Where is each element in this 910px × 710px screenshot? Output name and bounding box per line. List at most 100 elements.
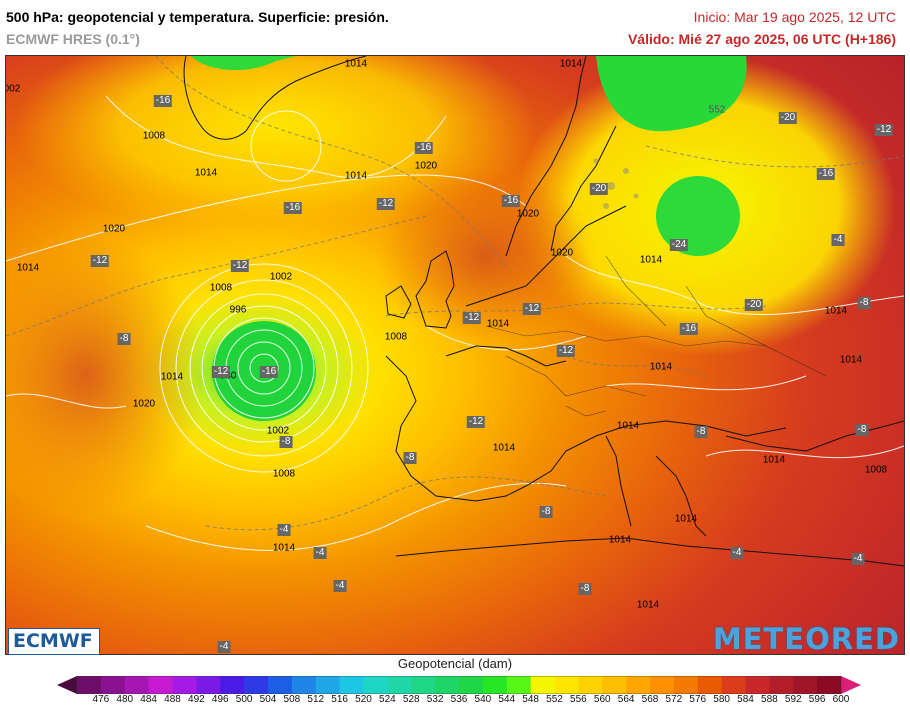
- colorbar-swatch: [124, 676, 150, 694]
- colorbar-swatch: [530, 676, 556, 694]
- temp-label: -16: [283, 202, 303, 214]
- colorbar-swatch: [745, 676, 770, 694]
- valid-time: Válido: Mié 27 ago 2025, 06 UTC (H+186): [627, 31, 896, 47]
- temp-label: -4: [313, 547, 327, 559]
- isobar-label: 1020: [516, 208, 540, 220]
- isobar-label: 1014: [194, 167, 218, 179]
- temp-label: -8: [578, 583, 592, 595]
- colorbar-tick-label: 552: [546, 694, 563, 705]
- weather-map[interactable]: 1008 1014 1020 1014 1014 1020 1002 1008 …: [5, 55, 905, 655]
- colorbar-ticks: 476 480 484 488 492 496 500 504 508 512 516 520 524 5…: [0, 694, 910, 710]
- geopotential-label: 552: [708, 104, 726, 116]
- temp-label: -4: [730, 547, 744, 559]
- isobar-label: 1014: [649, 361, 673, 373]
- isobar-label: 1014: [639, 254, 663, 266]
- isobar-label: 1014: [839, 354, 863, 366]
- colorbar-tick-label: 480: [116, 694, 134, 705]
- temp-label: -16: [501, 195, 521, 207]
- meteored-logo: METEORED: [712, 622, 900, 656]
- green-zone-north: [596, 56, 747, 132]
- colorbar-swatch: [578, 676, 603, 694]
- colorbar-tick-label: 588: [761, 694, 778, 705]
- colorbar-swatch: [602, 676, 627, 694]
- isobar-label: 1014: [559, 58, 583, 70]
- temp-label: -4: [333, 580, 347, 592]
- colorbar-tick-label: 572: [665, 694, 683, 705]
- colorbar-swatch: [291, 676, 317, 694]
- isobar-label: 1014: [272, 542, 296, 554]
- colorbar-tick-label: 520: [355, 694, 372, 705]
- temp-label: -20: [778, 112, 798, 124]
- isobar-label: 1014: [616, 420, 640, 432]
- colorbar-swatch: [459, 676, 484, 694]
- colorbar-swatch: [100, 676, 126, 694]
- isobar-label: 1014: [824, 305, 848, 317]
- temp-label: -12: [462, 312, 482, 324]
- isobars: [6, 95, 904, 551]
- colorbar-swatch: [626, 676, 651, 694]
- colorbar-swatch: [721, 676, 747, 694]
- colorbar-tick-label: 568: [641, 694, 659, 705]
- temp-label: -16: [153, 95, 173, 107]
- colorbar-swatch: [435, 676, 460, 694]
- colorbar-swatch: [482, 676, 508, 694]
- isobar-label: 1020: [132, 398, 156, 410]
- colorbar-tick-label: 488: [164, 694, 181, 705]
- colorbar-swatch: [650, 676, 675, 694]
- colorbar-swatch: [220, 676, 245, 694]
- isobar-label: 1002: [269, 271, 293, 283]
- colorbar-tick-label: 528: [402, 694, 420, 705]
- green-zone-greenland: [191, 56, 296, 71]
- isobar-label: 1014: [492, 442, 516, 454]
- temp-label: -8: [539, 506, 553, 518]
- colorbar-tick-label: 556: [570, 694, 587, 705]
- colorbar-min-arrow: [57, 676, 77, 694]
- temp-label: -12: [874, 124, 894, 136]
- isobar-label: 1014: [636, 599, 660, 611]
- coastlines: [183, 56, 904, 567]
- isobar-label: 1014: [344, 170, 368, 182]
- colorbar-tick-label: 576: [689, 694, 707, 705]
- temp-label: -12: [211, 366, 231, 378]
- temp-label: -4: [851, 553, 865, 565]
- model-label: ECMWF HRES (0.1°): [6, 31, 140, 47]
- isobar-label: 1014: [762, 454, 786, 466]
- colorbar-tick-label: 484: [140, 694, 157, 705]
- colorbar-tick-label: 580: [713, 694, 730, 705]
- colorbar-swatch: [268, 676, 293, 694]
- colorbar-swatch: [339, 676, 365, 694]
- colorbar-tick-label: 564: [617, 694, 635, 705]
- colorbar-tick-label: 496: [211, 694, 229, 705]
- isobar-label: 996: [229, 304, 247, 316]
- colorbar-tick-label: 584: [737, 694, 754, 705]
- temp-label: -8: [279, 436, 293, 448]
- colorbar-tick-label: 536: [450, 694, 468, 705]
- temp-label: -16: [816, 168, 836, 180]
- isobar-label: 1008: [272, 468, 296, 480]
- temp-label: -24: [669, 239, 689, 251]
- temp-label: -12: [376, 198, 396, 210]
- isobar-label: 002: [5, 83, 21, 95]
- temperature-isolines: [6, 56, 904, 531]
- isobar-label: 1020: [102, 223, 126, 235]
- isobar-label: 1014: [486, 318, 510, 330]
- colorbar-swatch: [172, 676, 197, 694]
- colorbar-tick-label: 544: [498, 694, 516, 705]
- temp-label: -12: [230, 260, 250, 272]
- lakes: [593, 158, 639, 209]
- colorbar-tick-label: 516: [331, 694, 348, 705]
- colorbar: [57, 676, 861, 694]
- temp-label: -8: [117, 333, 131, 345]
- temp-label: -16: [259, 366, 279, 378]
- isobar-label: 1008: [209, 282, 233, 294]
- colorbar-swatch: [817, 676, 842, 694]
- colorbar-tick-label: 512: [307, 694, 325, 705]
- green-zone-russia: [656, 176, 740, 256]
- north-ridge-zone: [16, 56, 536, 236]
- isobar-label: 1008: [864, 464, 888, 476]
- temp-label: -4: [277, 524, 291, 536]
- temp-label: -12: [522, 303, 542, 315]
- colorbar-tick-label: 560: [593, 694, 611, 705]
- colorbar-tick-label: 532: [426, 694, 444, 705]
- colorbar-swatch: [196, 676, 221, 694]
